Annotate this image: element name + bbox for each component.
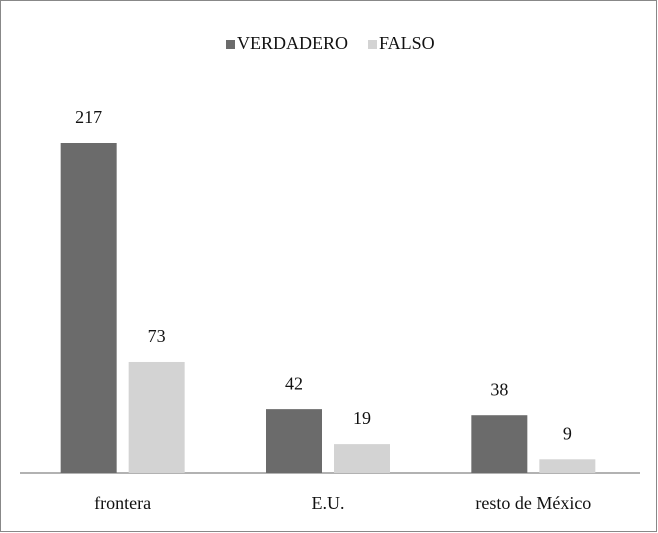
bar <box>471 415 528 473</box>
bar <box>60 143 117 473</box>
legend-swatch <box>226 40 235 49</box>
bar <box>128 361 185 473</box>
data-label: 42 <box>285 373 303 393</box>
legend-swatch <box>368 40 377 49</box>
data-label: 19 <box>353 408 371 428</box>
data-label: 9 <box>563 423 572 443</box>
x-tick-label: resto de México <box>475 493 591 513</box>
legend-label: VERDADERO <box>237 33 348 53</box>
x-tick-label: frontera <box>94 493 151 513</box>
data-label: 73 <box>148 326 166 346</box>
bar <box>334 444 390 473</box>
bar <box>266 409 322 473</box>
legend-label: FALSO <box>379 33 435 53</box>
bar <box>539 459 596 473</box>
data-label: 38 <box>490 379 508 399</box>
data-label: 217 <box>75 107 102 127</box>
x-tick-label: E.U. <box>312 493 345 513</box>
